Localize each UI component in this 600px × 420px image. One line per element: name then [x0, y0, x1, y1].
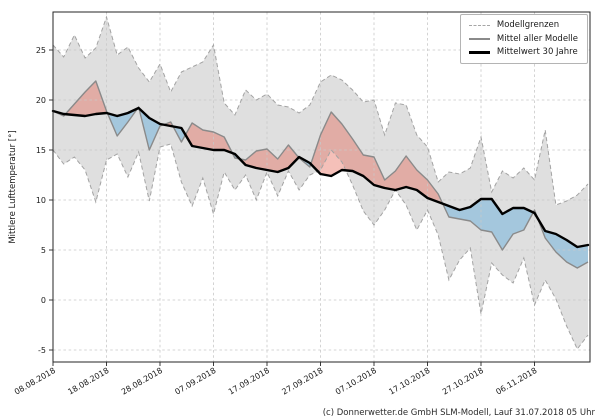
legend-item-model-bounds: Modellgrenzen — [469, 21, 578, 30]
legend: Modellgrenzen Mittel aller Modelle Mitte… — [460, 14, 588, 64]
legend-label: Modellgrenzen — [497, 21, 559, 30]
weather-model-chart-page: -5 0 5 10 15 20 25 08.08.2018 18.08.2018 28.08.20… — [0, 0, 600, 420]
dashed-line-sample — [469, 25, 490, 26]
legend-item-30yr-mean: Mittelwert 30 Jahre — [469, 48, 578, 57]
x-axis-tick-labels: 08.08.2018 18.08.2018 28.08.2018 07.09.2018… — [13, 362, 539, 397]
legend-label: Mittel aller Modelle — [497, 35, 578, 44]
svg-text:10: 10 — [36, 196, 46, 205]
svg-text:07.10.2018: 07.10.2018 — [334, 366, 378, 397]
svg-text:0: 0 — [41, 296, 46, 305]
legend-label: Mittelwert 30 Jahre — [497, 48, 578, 57]
svg-text:08.08.2018: 08.08.2018 — [13, 366, 57, 397]
svg-text:28.08.2018: 28.08.2018 — [120, 366, 164, 397]
svg-text:20: 20 — [36, 96, 46, 105]
svg-text:5: 5 — [41, 246, 46, 255]
y-axis-label: Mittlere Lufttemperatur [°] — [8, 130, 18, 243]
thick-black-line-sample — [469, 51, 490, 54]
svg-text:06.11.2018: 06.11.2018 — [494, 366, 538, 397]
legend-item-model-mean: Mittel aller Modelle — [469, 35, 578, 44]
svg-text:18.08.2018: 18.08.2018 — [66, 366, 110, 397]
solid-gray-line-sample — [469, 38, 490, 40]
copyright-caption: (c) Donnerwetter.de GmbH SLM-Modell, Lau… — [323, 408, 595, 418]
svg-text:15: 15 — [36, 146, 46, 155]
svg-text:07.09.2018: 07.09.2018 — [173, 366, 217, 397]
svg-text:25: 25 — [36, 46, 46, 55]
svg-text:27.09.2018: 27.09.2018 — [280, 366, 324, 397]
svg-text:17.10.2018: 17.10.2018 — [387, 366, 431, 397]
y-axis-tick-labels: -5 0 5 10 15 20 25 — [36, 46, 53, 355]
svg-text:17.09.2018: 17.09.2018 — [227, 366, 271, 397]
svg-text:-5: -5 — [38, 346, 46, 355]
svg-text:27.10.2018: 27.10.2018 — [441, 366, 485, 397]
